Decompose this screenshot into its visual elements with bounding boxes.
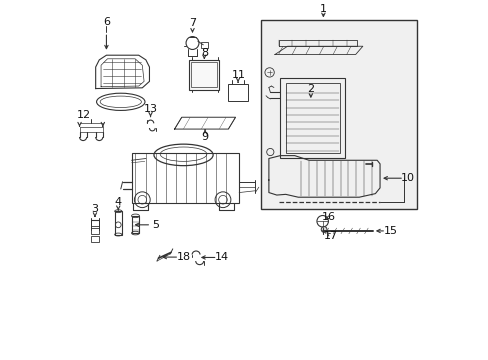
Text: 7: 7 [188, 18, 196, 28]
Text: 15: 15 [383, 226, 397, 236]
Circle shape [321, 226, 326, 232]
Text: 9: 9 [201, 132, 208, 142]
Bar [91, 220, 99, 226]
Bar [191, 62, 217, 87]
Text: 14: 14 [215, 252, 229, 262]
Bar [201, 42, 207, 48]
Text: 11: 11 [232, 70, 245, 80]
Text: 6: 6 [103, 17, 110, 27]
Bar [131, 153, 239, 203]
Text: 10: 10 [400, 173, 414, 183]
Text: 3: 3 [91, 204, 98, 214]
Bar [91, 228, 99, 234]
Bar [91, 236, 99, 242]
Text: 8: 8 [201, 48, 207, 58]
Text: 17: 17 [324, 231, 338, 240]
Bar [131, 216, 139, 233]
Text: 13: 13 [143, 104, 157, 114]
Text: 4: 4 [115, 197, 122, 207]
Text: 2: 2 [306, 84, 314, 94]
Text: 16: 16 [321, 212, 335, 221]
Text: 1: 1 [319, 4, 326, 14]
Bar [228, 84, 247, 101]
Text: 18: 18 [176, 252, 190, 262]
Bar [115, 211, 122, 234]
Bar [188, 60, 219, 90]
Bar [260, 21, 416, 209]
Text: 5: 5 [152, 220, 159, 230]
Bar [285, 83, 339, 153]
Bar [280, 78, 344, 158]
Text: 12: 12 [77, 111, 91, 121]
